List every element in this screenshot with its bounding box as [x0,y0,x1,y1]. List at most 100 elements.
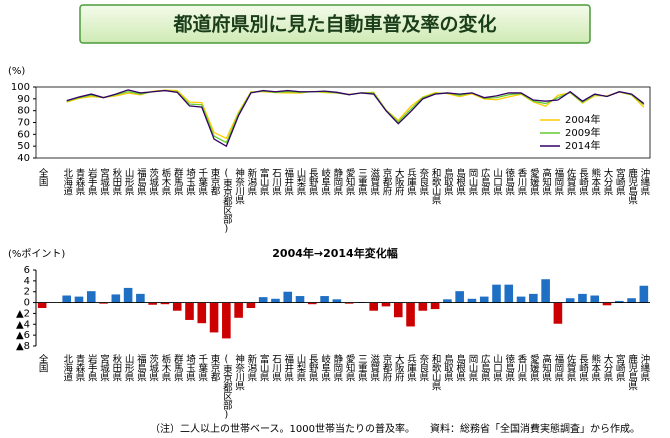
x-tick-label: 東京都 [209,353,221,382]
x-tick-label: 新潟県 [245,167,257,196]
x-tick-label: 京都府 [380,353,392,382]
y-tick-label: 40 [17,153,30,164]
bar [565,298,575,303]
legend-label: 2014年 [565,139,600,152]
x-tick-label: 福島県 [135,353,147,382]
x-tick-label: 徳島県 [503,167,515,196]
x-tick-label: 千葉県 [196,354,208,382]
x-tick-label: 大分県 [602,167,614,196]
series-line [66,89,645,144]
x-tick-label: 山形県 [123,168,135,196]
x-tick-label: 千葉県 [196,168,208,196]
bar [148,302,157,305]
x-tick-label: 愛知県 [344,167,356,196]
x-tick-label: 大阪府 [393,167,405,196]
x-tick-label: 福井県 [282,167,294,196]
x-tick-label: 高知県 [540,167,552,196]
bar [602,302,612,306]
x-tick-label: (東京都区部) [221,168,233,234]
bar [381,302,391,307]
x-tick-label: 宮城県 [98,167,110,196]
y-axis-label: (%ポイント) [8,248,65,260]
x-tick-label: 沖縄県 [638,167,650,196]
y-tick-label: 0 [24,298,30,309]
bar [332,299,342,303]
x-tick-label: 宮崎県 [614,353,626,382]
x-tick-label: 山梨県 [295,168,307,196]
y-tick-label: 90 [17,94,30,105]
x-tick-label: 三重県 [356,354,368,382]
bar [271,298,280,303]
bar [258,297,268,303]
bar [172,302,182,311]
x-tick-label: 神奈川県 [233,353,245,391]
bar [406,302,415,327]
x-tick-label: 和歌山県 [430,354,442,391]
x-tick-label: 青森県 [73,167,85,196]
y-axis-label: (%) [8,66,25,77]
x-tick-label: 大分県 [602,353,614,382]
bar [344,302,354,304]
bar [578,293,587,303]
y-tick-label: 6 [24,265,30,276]
x-tick-label: 滋賀県 [368,167,380,196]
x-tick-label: 島根県 [454,167,466,196]
y-tick-label: 80 [17,106,30,117]
x-tick-label: 宮城県 [98,353,110,382]
x-tick-label: 鳥取県 [442,167,454,196]
bar [160,302,170,305]
x-tick-label: 高知県 [540,353,552,382]
x-tick-label: 山口県 [491,354,503,382]
x-tick-label: 鹿児島県 [626,353,638,391]
x-tick-label: 秋田県 [110,167,122,196]
legend-label: 2009年 [565,126,600,139]
x-tick-label: 愛媛県 [528,353,540,382]
x-tick-label: 兵庫県 [405,353,417,382]
x-tick-label: 佐賀県 [565,353,577,382]
bar [529,293,538,303]
bar [86,291,96,303]
x-tick-label: 秋田県 [110,353,122,382]
x-tick-label: (東京都区部) [221,354,233,420]
x-tick-label: 鹿児島県 [626,167,638,205]
x-tick-label: 徳島県 [503,353,515,382]
x-tick-label: 全国 [37,353,49,373]
bar [308,302,317,305]
x-tick-label: 青森県 [73,353,85,382]
x-tick-label: 静岡県 [331,167,343,196]
bar [99,302,108,304]
bar [590,295,600,303]
bar [136,293,145,303]
x-tick-label: 神奈川県 [233,167,245,205]
bar [492,284,501,303]
bar [62,295,71,303]
x-tick-label: 山梨県 [295,354,307,382]
x-tick-label: 岩手県 [86,167,98,196]
x-tick-label: 長野県 [307,354,319,382]
bar [516,296,526,303]
x-tick-label: 福岡県 [552,167,564,196]
bar [37,302,47,308]
x-tick-label: 広島県 [479,167,491,196]
bar [74,296,84,303]
y-tick-label: 2 [24,287,30,298]
bar [639,285,649,303]
x-tick-label: 栃木県 [159,353,171,382]
chart-title: 2004年→2014年変化幅 [272,246,397,260]
x-tick-label: 山口県 [491,168,503,196]
bar [234,302,243,318]
x-tick-label: 広島県 [479,353,491,382]
x-tick-label: 茨城県 [147,167,159,196]
x-tick-label: 香川県 [516,168,528,196]
x-tick-label: 岩手県 [86,353,98,382]
y-tick-label: ▲4 [16,319,30,330]
y-tick-label: ▲2 [16,308,30,319]
y-tick-label: ▲8 [16,341,30,352]
bar [418,302,428,311]
x-tick-label: 兵庫県 [405,167,417,196]
bar [393,302,403,318]
bar [627,298,636,303]
y-tick-label: 4 [24,276,30,287]
x-tick-label: 東京都 [209,167,221,196]
x-tick-label: 沖縄県 [638,353,650,382]
